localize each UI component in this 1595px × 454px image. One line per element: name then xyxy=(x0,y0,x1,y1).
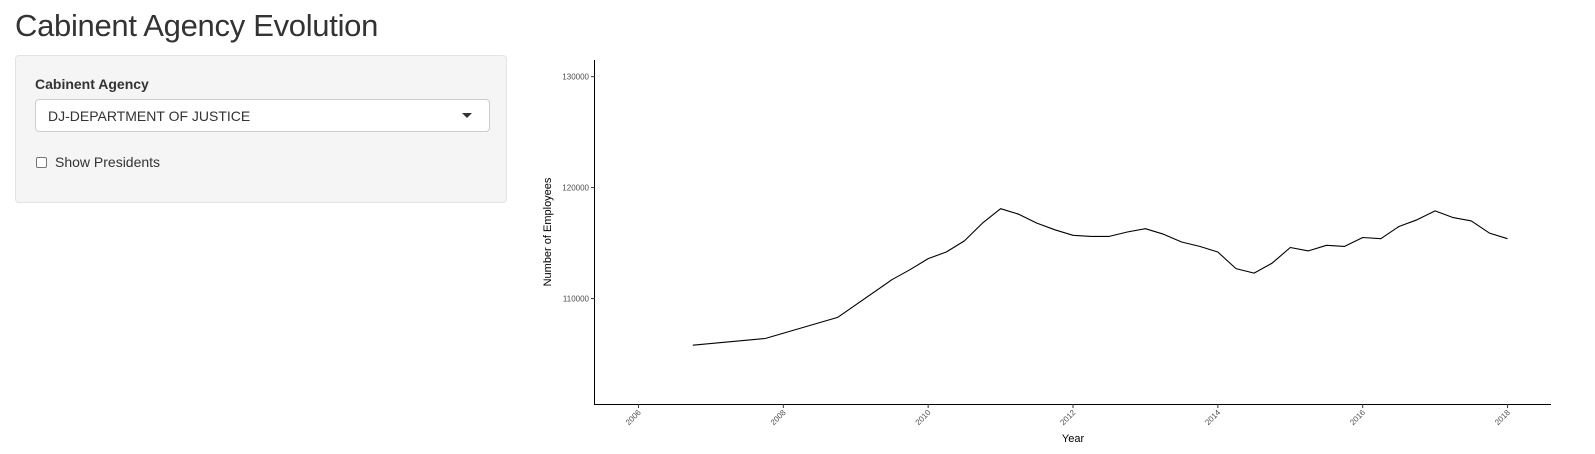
x-ticks: 2006 2008 2010 2012 2014 2016 2018 xyxy=(624,404,1512,427)
x-tick-label: 2010 xyxy=(914,408,933,427)
show-presidents-label: Show Presidents xyxy=(55,154,161,170)
x-axis-title: Year xyxy=(1062,433,1085,445)
x-tick-label: 2018 xyxy=(1493,408,1512,427)
y-tick-label: 130000 xyxy=(562,73,589,82)
agency-select-value: DJ-DEPARTMENT OF JUSTICE xyxy=(48,108,251,124)
agency-select[interactable]: DJ-DEPARTMENT OF JUSTICE xyxy=(35,99,490,132)
agency-label: Cabinent Agency xyxy=(35,76,149,92)
show-presidents-toggle[interactable]: Show Presidents xyxy=(35,153,160,171)
x-tick-label: 2008 xyxy=(769,408,788,427)
y-tick-label: 120000 xyxy=(562,184,589,193)
page-title: Cabinent Agency Evolution xyxy=(15,8,379,43)
sidebar-panel: Cabinent Agency DJ-DEPARTMENT OF JUSTICE… xyxy=(15,55,507,203)
series-line xyxy=(692,208,1508,346)
y-axis-title: Number of Employees xyxy=(542,177,554,286)
x-tick-label: 2016 xyxy=(1348,408,1367,427)
y-ticks: 110000 120000 130000 xyxy=(562,73,595,304)
data-points xyxy=(692,207,1509,346)
x-tick-label: 2014 xyxy=(1203,408,1222,427)
caret-down-icon xyxy=(462,113,472,118)
x-tick-label: 2006 xyxy=(624,408,643,427)
x-tick-label: 2012 xyxy=(1058,408,1077,427)
y-tick-label: 110000 xyxy=(563,295,590,304)
show-presidents-checkbox[interactable] xyxy=(36,156,47,168)
